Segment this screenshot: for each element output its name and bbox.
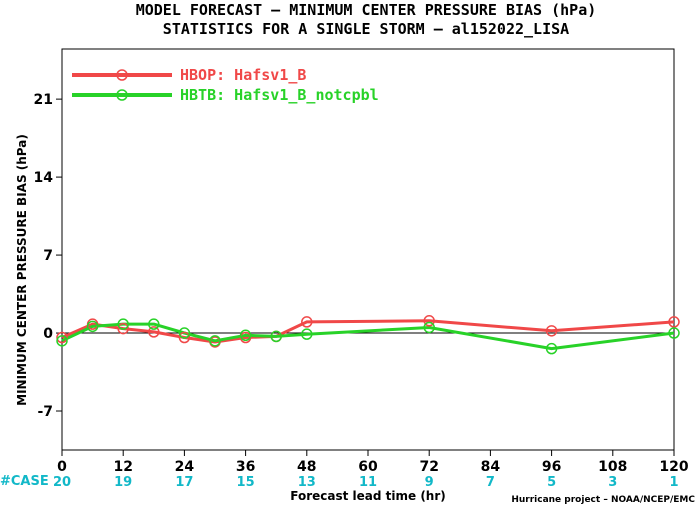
data-point-1 xyxy=(423,321,435,334)
x-tick-label: 0 xyxy=(57,459,67,475)
legend-label-hbtb: HBTB: Hafsv1_B_notcpbl xyxy=(180,86,379,104)
case-count: 17 xyxy=(175,475,193,490)
x-tick-label: 84 xyxy=(481,459,501,475)
x-tick-label: 48 xyxy=(297,459,316,475)
chart-title: MODEL FORECAST – MINIMUM CENTER PRESSURE… xyxy=(136,1,597,19)
data-point-0 xyxy=(56,331,68,344)
plot-frame xyxy=(61,48,675,451)
case-count: 9 xyxy=(425,475,434,490)
case-count: 3 xyxy=(608,475,617,490)
case-count: 7 xyxy=(486,475,495,490)
y-tick-label: -7 xyxy=(37,404,53,420)
data-point-0 xyxy=(668,316,680,328)
data-point-0 xyxy=(545,325,558,337)
data-point-1 xyxy=(668,327,680,339)
data-point-1 xyxy=(545,342,558,355)
data-point-0 xyxy=(178,331,191,344)
data-point-1 xyxy=(86,320,99,333)
y-tick-label: 7 xyxy=(43,248,53,264)
x-tick-label: 72 xyxy=(419,459,438,475)
case-count: 5 xyxy=(547,475,556,490)
case-count: 20 xyxy=(53,475,71,490)
data-point-1 xyxy=(178,327,191,339)
plot-area: 0201219241736154813601172984796510831201… xyxy=(34,92,689,490)
data-point-1 xyxy=(270,330,282,343)
case-count: 15 xyxy=(237,475,255,490)
legend-label-hbop: HBOP: Hafsv1_B xyxy=(180,66,306,84)
chart-subtitle: STATISTICS FOR A SINGLE STORM – al152022… xyxy=(163,20,569,38)
x-tick-label: 24 xyxy=(175,459,195,475)
data-point-1 xyxy=(56,335,68,347)
y-tick-label: 0 xyxy=(43,326,53,342)
data-point-0 xyxy=(301,316,313,328)
data-point-0 xyxy=(117,322,129,335)
data-point-1 xyxy=(148,318,160,330)
data-point-1 xyxy=(239,329,252,342)
x-tick-label: 108 xyxy=(598,459,627,475)
legend-marker-hbtb xyxy=(116,89,128,101)
data-point-1 xyxy=(117,318,129,330)
case-count: 1 xyxy=(669,475,678,490)
case-count: 19 xyxy=(114,475,132,490)
y-tick-label: 14 xyxy=(34,170,54,186)
credit-text: Hurricane project – NOAA/NCEP/EMC xyxy=(511,495,695,505)
data-point-1 xyxy=(209,335,221,347)
case-count: 11 xyxy=(359,475,377,490)
y-axis-label: MINIMUM CENTER PRESSURE BIAS (hPa) xyxy=(15,134,29,406)
x-tick-label: 12 xyxy=(113,459,132,475)
case-label: #CASE xyxy=(0,474,49,489)
data-point-1 xyxy=(301,328,313,340)
x-tick-label: 60 xyxy=(358,459,378,475)
y-tick-label: 21 xyxy=(34,92,53,108)
legend-marker-hbop xyxy=(116,69,128,81)
x-tick-label: 96 xyxy=(542,459,561,475)
legend: HBOP: Hafsv1_B HBTB: Hafsv1_B_notcpbl xyxy=(72,66,379,104)
x-axis-label: Forecast lead time (hr) xyxy=(290,489,446,503)
case-count: 13 xyxy=(298,475,316,490)
x-tick-label: 120 xyxy=(659,459,688,475)
data-point-0 xyxy=(148,326,160,338)
data-point-0 xyxy=(423,315,435,327)
x-tick-label: 36 xyxy=(236,459,255,475)
